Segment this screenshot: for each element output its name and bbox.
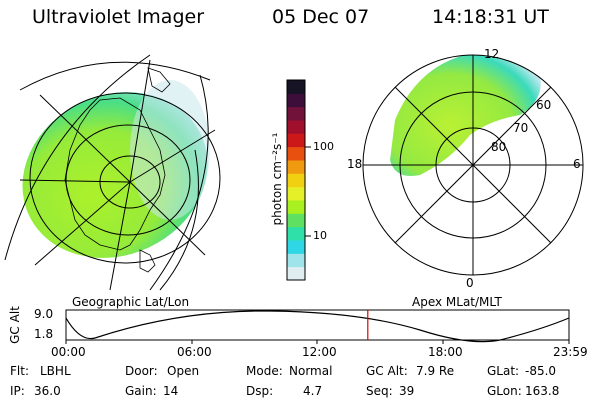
longitude-line [129,181,206,256]
colorbar-segment [287,240,305,254]
coastline [64,97,166,251]
map-frame-arc [4,54,151,261]
colorbar [287,80,305,281]
mlat-label-70: 70 [513,121,529,135]
mlt-label-18: 18 [347,157,363,171]
seq-label: Seq: [366,384,393,398]
colorbar-segment [287,186,305,201]
colorbar-segment [287,213,305,228]
colorbar-frame [286,79,306,281]
colorbar-segment [287,146,305,161]
seq-value: 39 [399,384,415,398]
gc-alt-label: GC Alt: [366,364,408,378]
latitude-circle [29,92,221,264]
colorbar-segment [287,253,305,268]
colorbar-segment [287,106,305,121]
glat-value: -85.0 [525,364,557,378]
colorbar-segment [287,200,305,214]
altitude-xtick: 23:59 [553,345,588,359]
flt-value: LBHL [40,364,71,378]
altitude-ylabel: GC Alt [7,306,22,344]
aurora-emission-right [390,55,541,176]
right-map-label: Apex MLat/MLT [412,295,502,309]
map-frame-arc [149,74,209,291]
date-text: 05 Dec 07 [272,6,370,28]
longitude-line [129,129,216,183]
map-frame-arc [19,61,211,91]
geographic-map [4,54,221,291]
polar-map [362,54,584,276]
flt-label: Flt: [10,364,29,378]
colorbar-unit-label: photon cm⁻²s⁻¹ [270,132,284,226]
altitude-xtick: 00:00 [51,345,86,359]
map-frame-arc [159,149,199,291]
ip-value: 36.0 [34,384,61,398]
latitude-circle [65,124,191,236]
mlt-label-6: 6 [573,157,581,171]
mlat-label-60: 60 [536,98,552,112]
coastline [147,67,171,93]
door-value: Open [167,364,200,378]
colorbar-segment [287,80,305,94]
longitude-line [19,179,131,183]
time-text: 14:18:31 UT [432,6,549,28]
colorbar-segment [287,120,305,134]
colorbar-segment [287,133,305,148]
mlat-label-80: 80 [491,140,507,154]
colorbar-tick-label-10: 10 [313,229,327,242]
glat-label: GLat: [487,364,520,378]
colorbar-tick-label-100: 100 [313,140,334,153]
colorbar-segment [287,266,305,281]
door-label: Door: [125,364,158,378]
colorbar-segment [287,226,305,241]
mode-value: Normal [289,364,333,378]
mode-label: Mode: [246,364,283,378]
mlt-line [394,86,552,244]
mlt-label-0: 0 [466,276,474,290]
altitude-ytick-1-8: 1.8 [34,327,54,341]
longitude-line [34,181,131,266]
gain-label: Gain: [125,384,157,398]
longitude-line [129,59,151,183]
glon-label: GLon: [487,384,522,398]
altitude-xtick: 12:00 [302,345,337,359]
altitude-xtick: 06:00 [177,345,212,359]
gc-alt-value: 7.9 Re [416,364,455,378]
dsp-value: 4.7 [303,384,323,398]
colorbar-segment [287,93,305,108]
colorbar-segment [287,173,305,188]
altitude-plot [65,309,570,344]
latitude-circle [99,155,161,209]
mlt-label-12: 12 [484,47,500,61]
longitude-line [39,94,131,183]
gain-value: 14 [163,384,179,398]
altitude-curve [65,310,570,343]
dsp-label: Dsp: [246,384,274,398]
glon-value: 163.8 [525,384,560,398]
left-map-label: Geographic Lat/Lon [72,295,190,309]
coastline [139,249,156,273]
altitude-xtick: 18:00 [428,345,463,359]
longitude-line [109,181,131,291]
ip-label: IP: [10,384,25,398]
instrument-title: Ultraviolet Imager [32,6,205,28]
colorbar-segment [287,160,305,174]
altitude-ytick-9: 9.0 [34,307,54,321]
